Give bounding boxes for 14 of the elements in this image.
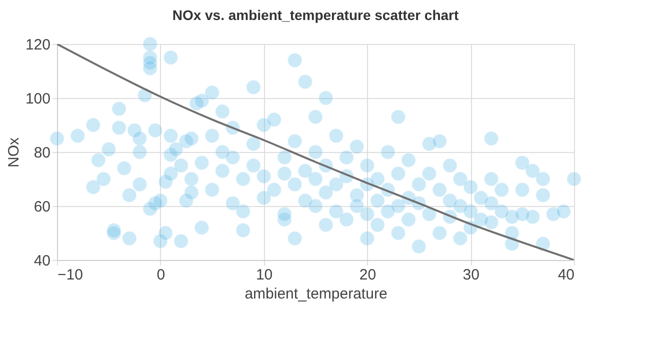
x-tick-label: −10	[58, 266, 83, 284]
y-tick-label: 120	[25, 36, 50, 54]
y-axis-title: NOx	[5, 137, 22, 168]
x-tick-label: 20	[359, 266, 376, 284]
x-tick-label: 30	[462, 266, 480, 284]
y-tick-label: 100	[25, 90, 50, 108]
x-tick-label: 40	[558, 266, 574, 284]
y-tick-label: 60	[34, 198, 50, 216]
x-tick-label: 0	[156, 266, 166, 284]
x-axis-title: ambient_temperature	[244, 286, 388, 302]
chart-title: NOx vs. ambient_temperature scatter chart	[172, 6, 460, 23]
y-tick-label: 40	[34, 252, 50, 270]
y-tick-label: 80	[34, 144, 50, 162]
x-tick-label: 10	[256, 266, 273, 284]
